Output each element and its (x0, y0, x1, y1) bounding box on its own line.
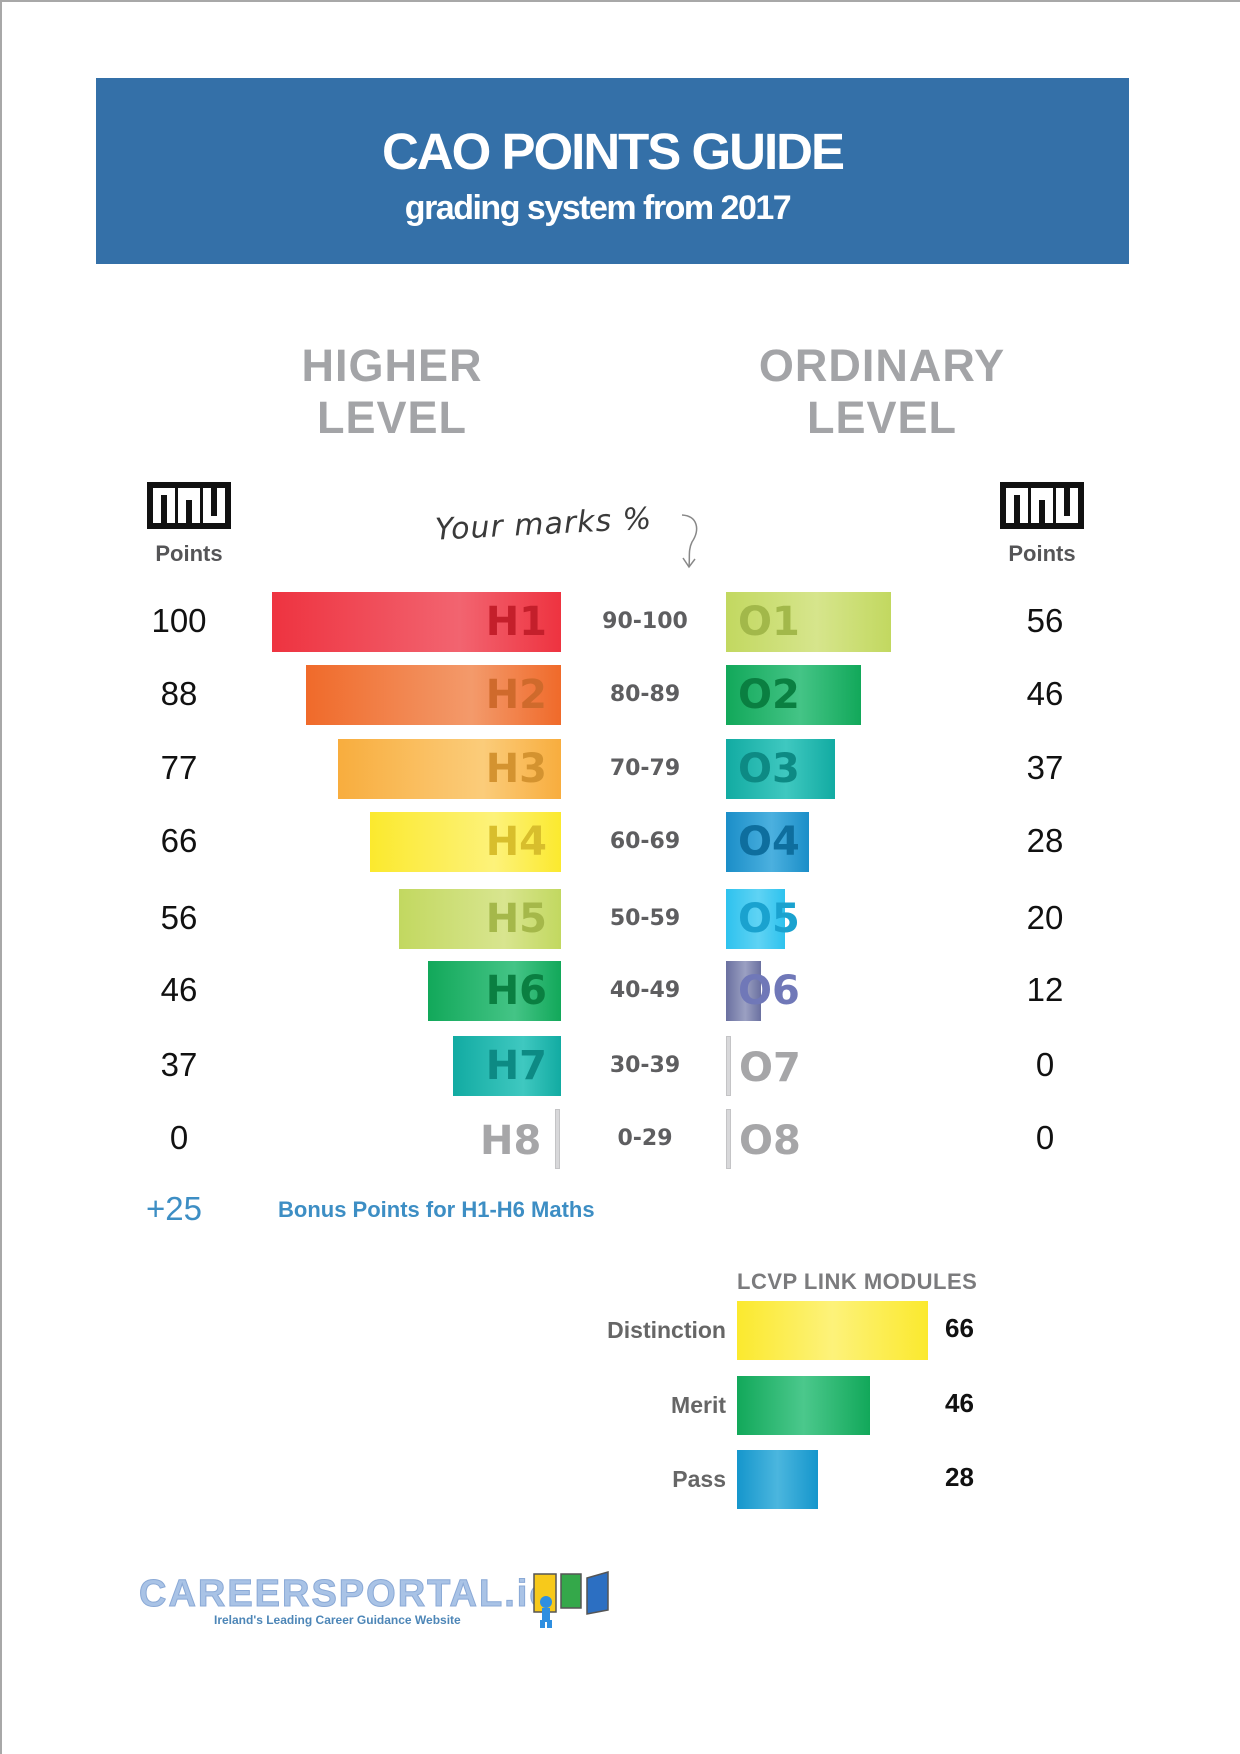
higher-grade-bar-h8 (555, 1109, 560, 1169)
lcvp-bar (737, 1376, 870, 1435)
ordinary-grade-label: O4 (738, 819, 800, 865)
ordinary-grade-bar-o6: O6 (726, 961, 800, 1021)
careersportal-logo-text: CAREERSPORTAL.ie (138, 1573, 553, 1615)
careersportal-tagline: Ireland's Leading Career Guidance Websit… (214, 1613, 461, 1627)
higher-points-value: 77 (160, 749, 198, 786)
ordinary-grade-label: O6 (738, 968, 800, 1014)
lcvp-points-value: 28 (945, 1462, 974, 1492)
ordinary-points-value: 37 (1026, 749, 1064, 786)
header-banner: CAO POINTS GUIDE grading system from 201… (96, 78, 1129, 264)
ordinary-points-value: 56 (1026, 602, 1064, 639)
higher-grade-bar-h6: H6 (428, 961, 561, 1021)
bonus-points-text: Bonus Points for H1-H6 Maths (278, 1197, 595, 1222)
higher-points-value: 37 (160, 1046, 198, 1083)
higher-grade-label: H8 (480, 1118, 542, 1164)
ordinary-grade-label: O5 (738, 896, 800, 942)
ordinary-grade-label: O8 (739, 1118, 801, 1164)
ordinary-grade-bar-o8 (726, 1109, 731, 1169)
lcvp-label: Distinction (607, 1317, 726, 1343)
cao-logo-icon (147, 482, 231, 529)
higher-heading-line2: LEVEL (316, 392, 468, 443)
ordinary-grade-bar-o4: O4 (726, 812, 809, 872)
ordinary-points-value: 12 (1026, 971, 1064, 1008)
ordinary-points-value: 28 (1026, 822, 1064, 859)
your-marks-annotation: Your marks % (434, 501, 654, 548)
ordinary-grade-label: O7 (739, 1045, 801, 1091)
higher-grade-label: H3 (485, 746, 547, 792)
ordinary-grade-bar-o2: O2 (726, 665, 861, 725)
marks-range: 0-29 (617, 1126, 673, 1151)
ordinary-grade-label: O1 (738, 599, 800, 645)
ordinary-points-value: 20 (1026, 899, 1064, 936)
ordinary-points-value: 0 (1035, 1119, 1055, 1156)
higher-heading-line1: HIGHER (301, 340, 483, 391)
careersportal-logo: CAREERSPORTAL.ie Ireland's Leading Caree… (138, 1573, 553, 1628)
lcvp-label: Merit (671, 1392, 726, 1418)
lcvp-bar (737, 1301, 928, 1360)
ordinary-points-value: 0 (1035, 1046, 1055, 1083)
higher-grade-label: H7 (485, 1043, 547, 1089)
ordinary-grade-bar-o7 (726, 1036, 731, 1096)
page-title: CAO POINTS GUIDE (381, 123, 845, 180)
marks-range: 60-69 (609, 829, 681, 854)
higher-grade-label: H6 (485, 968, 547, 1014)
ordinary-grade-bar-o5: O5 (726, 889, 800, 949)
bonus-points-value: +25 (146, 1190, 202, 1227)
higher-grade-label: H5 (485, 896, 547, 942)
higher-grade-label: H1 (485, 599, 547, 645)
ordinary-points-value: 46 (1026, 675, 1064, 712)
lcvp-label: Pass (672, 1466, 726, 1492)
ordinary-grade-label: O3 (738, 746, 800, 792)
cao-logo-icon (1000, 482, 1084, 529)
marks-range: 40-49 (609, 978, 681, 1003)
higher-points-value: 0 (169, 1119, 189, 1156)
higher-level-heading: HIGHER LEVEL (272, 340, 512, 444)
higher-points-value: 56 (160, 899, 198, 936)
higher-grade-label: H2 (485, 672, 547, 718)
marks-range: 30-39 (609, 1053, 681, 1078)
higher-grade-label: H4 (485, 819, 547, 865)
higher-points-label: Points (155, 541, 223, 566)
marks-range: 90-100 (602, 609, 688, 634)
higher-points-value: 46 (160, 971, 198, 1008)
marks-range: 50-59 (609, 906, 681, 931)
lcvp-title: LCVP LINK MODULES (737, 1269, 978, 1294)
ordinary-grade-bar-o1: O1 (726, 592, 891, 652)
page-subtitle: grading system from 2017 (404, 189, 792, 227)
higher-grade-bar-h3: H3 (338, 739, 561, 799)
ordinary-grade-label: O2 (738, 672, 800, 718)
lcvp-points-value: 66 (945, 1313, 974, 1343)
lcvp-points-value: 46 (945, 1388, 974, 1418)
higher-points-value: 88 (160, 675, 198, 712)
higher-points-value: 66 (160, 822, 198, 859)
curved-arrow-icon (681, 514, 698, 569)
marks-range: 80-89 (609, 682, 681, 707)
higher-grade-bar-h2: H2 (306, 665, 561, 725)
higher-grade-bar-h1: H1 (272, 592, 561, 652)
ordinary-points-label: Points (1008, 541, 1076, 566)
marks-range: 70-79 (609, 756, 681, 781)
higher-grade-bar-h7: H7 (453, 1036, 561, 1096)
higher-points-value: 100 (151, 602, 207, 639)
ordinary-heading-line2: LEVEL (806, 392, 958, 443)
higher-grade-bar-h4: H4 (370, 812, 561, 872)
ordinary-grade-bar-o3: O3 (726, 739, 835, 799)
ordinary-level-heading: ORDINARY LEVEL (732, 340, 1032, 444)
higher-grade-bar-h5: H5 (399, 889, 561, 949)
ordinary-heading-line1: ORDINARY (758, 340, 1006, 391)
lcvp-bar (737, 1450, 818, 1509)
doors-icon (533, 1571, 609, 1628)
